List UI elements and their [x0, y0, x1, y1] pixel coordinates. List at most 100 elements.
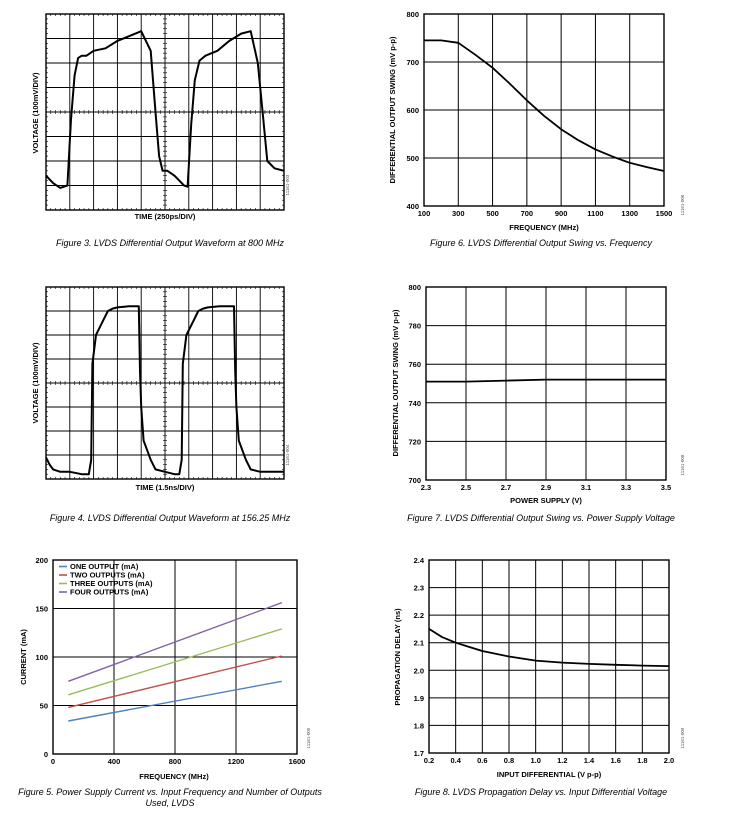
legend-entry: THREE OUTPUTS (mA)	[70, 579, 153, 588]
x-tick-label: 0.2	[424, 756, 434, 765]
legend-entry: TWO OUTPUTS (mA)	[70, 571, 145, 580]
x-tick-label: 1600	[289, 757, 306, 766]
x-tick-label: 1.4	[584, 756, 595, 765]
chart-fig5: 0 400 800 1200 1600 0 50 100 150 200 ONE OUTPUT (m…	[18, 556, 322, 808]
y-tick-label: 200	[35, 556, 48, 565]
y-tick-label: 720	[408, 437, 421, 446]
series-line-0	[426, 378, 666, 383]
chart-fig7: 2.3 2.5 2.7 2.9 3.1 3.3 3.5 700 720 740 760 780 800 P…	[391, 283, 685, 523]
y-tick-label: 0	[44, 750, 48, 759]
x-tick-label: 400	[108, 757, 121, 766]
x-tick-label: 1500	[656, 209, 673, 218]
x-tick-label: 1.8	[637, 756, 647, 765]
y-tick-label: 780	[408, 322, 421, 331]
y-tick-label: 2.4	[414, 556, 425, 565]
x-tick-label: 2.3	[421, 483, 431, 492]
figure-caption: Figure 7. LVDS Differential Output Swing…	[407, 513, 675, 523]
x-tick-label: 1.6	[610, 756, 620, 765]
y-tick-label: 500	[406, 154, 419, 163]
series-line-1	[68, 655, 282, 709]
figure-code: 11161-008	[680, 454, 685, 475]
legend-entry: FOUR OUTPUTS (mA)	[70, 588, 149, 597]
y-tick-label: 1.9	[414, 694, 424, 703]
x-axis-label: FREQUENCY (MHz)	[139, 772, 209, 781]
figure-code: 11161-004	[285, 444, 290, 465]
x-tick-label: 0	[51, 757, 55, 766]
x-tick-label: 1100	[587, 209, 603, 218]
chart-fig4: TIME (1.5ns/DIV) VOLTAGE (100mV/DIV) 11161…	[31, 286, 291, 523]
plot-frame	[428, 559, 670, 754]
figure-code: 11161-003	[285, 174, 290, 195]
y-axis-label: DIFFERENTIAL OUTPUT SWING (mV p-p)	[391, 309, 400, 456]
y-tick-label: 2.0	[414, 666, 424, 675]
y-axis-label: VOLTAGE (100mV/DIV)	[31, 72, 40, 153]
y-tick-label: 700	[406, 58, 419, 67]
x-tick-label: 3.5	[661, 483, 671, 492]
series-line-0	[68, 680, 282, 722]
x-axis-label: INPUT DIFFERENTIAL (V p-p)	[497, 770, 602, 779]
x-tick-label: 2.7	[501, 483, 511, 492]
x-tick-label: 0.8	[504, 756, 514, 765]
figure-caption: Figure 8. LVDS Propagation Delay vs. Inp…	[415, 787, 667, 797]
series-line-0	[45, 305, 284, 476]
x-tick-label: 900	[555, 209, 568, 218]
caption-line: Used, LVDS	[145, 798, 194, 808]
y-axis-label: CURRENT (mA)	[19, 629, 28, 685]
x-tick-label: 100	[418, 209, 431, 218]
y-tick-label: 50	[40, 702, 48, 711]
y-tick-label: 2.3	[414, 584, 424, 593]
figure-caption: Figure 3. LVDS Differential Output Wavef…	[56, 238, 284, 248]
x-axis-label: TIME (1.5ns/DIV)	[136, 483, 195, 492]
y-tick-label: 1.7	[414, 749, 424, 758]
y-tick-label: 760	[408, 360, 421, 369]
x-tick-label: 0.6	[477, 756, 487, 765]
figure-caption: Figure 5. Power Supply Current vs. Input…	[18, 787, 322, 808]
y-tick-label: 700	[408, 476, 421, 485]
x-tick-label: 2.0	[664, 756, 674, 765]
x-tick-label: 1.2	[557, 756, 567, 765]
x-tick-label: 1300	[621, 209, 638, 218]
caption-line: Figure 5. Power Supply Current vs. Input…	[18, 787, 322, 797]
x-tick-label: 1200	[228, 757, 245, 766]
x-axis-label: FREQUENCY (MHz)	[509, 223, 579, 232]
y-tick-label: 1.8	[414, 721, 424, 730]
x-axis-label: POWER SUPPLY (V)	[510, 496, 582, 505]
chart-fig6: 100 300 500 700 900 1100 1300 1500 400 500 600 700 8…	[388, 10, 685, 248]
series-line-0	[45, 30, 285, 189]
y-axis-label: DIFFERENTIAL OUTPUT SWING (mV p-p)	[388, 36, 397, 183]
y-tick-label: 800	[408, 283, 421, 292]
x-tick-label: 2.5	[461, 483, 471, 492]
x-tick-label: 0.4	[450, 756, 461, 765]
x-tick-label: 500	[486, 209, 499, 218]
chart-fig8: 0.2 0.4 0.6 0.8 1.0 1.2 1.4 1.6 1.8 2.0 1.7 1.8 1.9 2…	[393, 556, 685, 797]
x-axis-label: TIME (250ps/DIV)	[135, 212, 196, 221]
chart-fig3: TIME (250ps/DIV) VOLTAGE (100mV/DIV) 11161…	[31, 13, 290, 248]
y-tick-label: 740	[408, 399, 421, 408]
figure-caption: Figure 4. LVDS Differential Output Wavef…	[50, 513, 291, 523]
x-tick-label: 800	[169, 757, 182, 766]
y-axis-label: PROPAGATION DELAY (ns)	[393, 608, 402, 706]
y-tick-label: 100	[35, 653, 48, 662]
series-line-0	[424, 39, 665, 172]
x-tick-label: 3.1	[581, 483, 591, 492]
y-tick-label: 600	[406, 106, 419, 115]
figure-caption: Figure 6. LVDS Differential Output Swing…	[430, 238, 653, 248]
y-tick-label: 2.1	[414, 639, 424, 648]
x-tick-label: 3.3	[621, 483, 631, 492]
y-tick-label: 400	[406, 202, 419, 211]
y-axis-label: VOLTAGE (100mV/DIV)	[31, 342, 40, 423]
series-line-3	[68, 602, 283, 682]
y-tick-label: 800	[406, 10, 419, 19]
legend-entry: ONE OUTPUT (mA)	[70, 562, 139, 571]
x-tick-label: 300	[452, 209, 465, 218]
series-line-0	[428, 628, 670, 667]
y-tick-label: 150	[35, 605, 48, 614]
x-tick-label: 700	[521, 209, 534, 218]
x-tick-label: 2.9	[541, 483, 551, 492]
figure-code: 11161-006	[680, 194, 685, 215]
figure-code: 11161-005	[306, 727, 311, 748]
x-tick-label: 1.0	[530, 756, 540, 765]
y-tick-label: 2.2	[414, 611, 424, 620]
series-line-2	[68, 628, 283, 696]
